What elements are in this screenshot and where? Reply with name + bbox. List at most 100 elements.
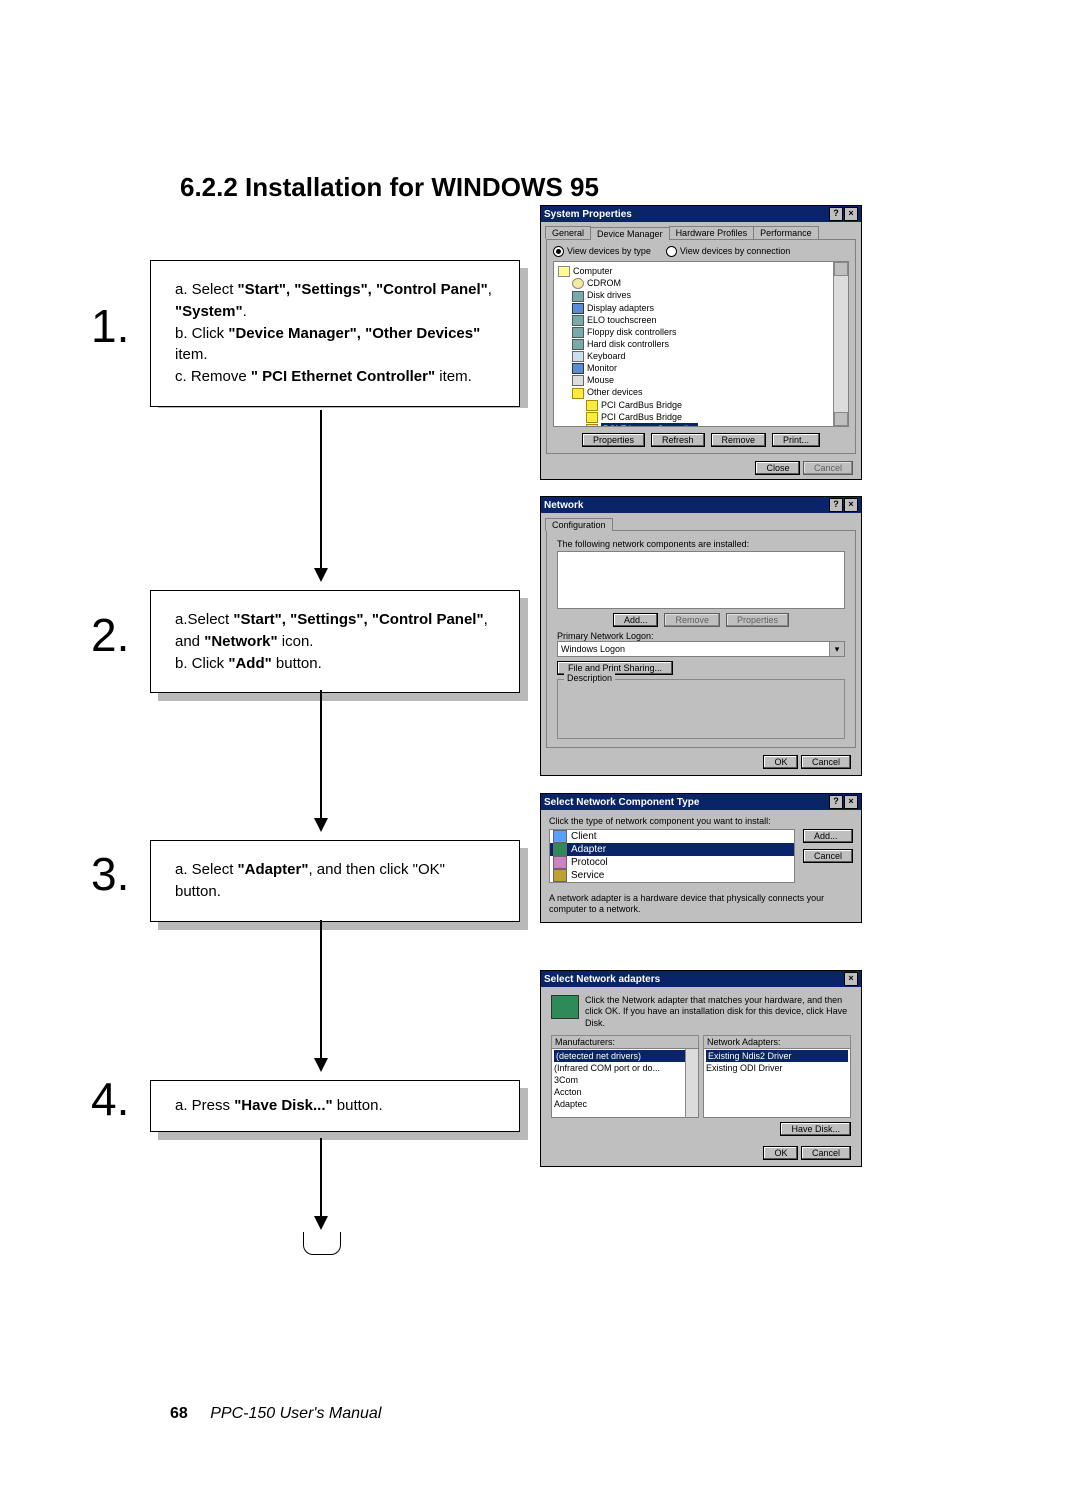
help-icon[interactable]: ? [829,795,843,809]
step-line: b. Click "Add" button. [175,653,495,675]
close-icon[interactable]: × [844,795,858,809]
tree-item-label: Display adapters [587,303,654,313]
tree-item-label: PCI CardBus Bridge [601,400,682,410]
component-type-row[interactable]: Service [550,869,794,882]
window-buttons-network[interactable]: ?× [829,498,858,512]
chevron-down-icon[interactable]: ▾ [829,642,844,656]
tree-item-label: ELO touchscreen [587,315,657,325]
tree-row[interactable]: Keyboard [558,350,844,362]
primary-logon-select[interactable]: Windows Logon ▾ [557,641,845,657]
component-desc: A network adapter is a hardware device t… [549,893,853,916]
tree-item-label: Computer [573,266,613,276]
tree-row[interactable]: PCI CardBus Bridge [558,411,844,423]
network-add-button[interactable]: Add... [613,613,659,627]
tree-row[interactable]: Other devices [558,386,844,398]
close-button[interactable]: Close [755,461,800,475]
titlebar-select-adapter: Select Network adapters × [541,971,861,987]
tabbar-network[interactable]: Configuration [541,513,861,530]
q-icon [572,388,584,399]
tree-scrollbar[interactable] [833,262,848,426]
adapter-row[interactable]: Existing ODI Driver [706,1062,848,1074]
description-label: Description [564,673,615,683]
tab-general[interactable]: General [545,226,591,239]
print-button[interactable]: Print... [772,433,820,447]
component-icon [553,830,567,843]
page-footer: 68 PPC-150 User's Manual [170,1405,381,1423]
tree-row[interactable]: ELO touchscreen [558,314,844,326]
refresh-button[interactable]: Refresh [651,433,705,447]
radio-by-type[interactable] [553,246,564,257]
tree-item-label: Keyboard [587,351,626,361]
adapter-row[interactable]: Existing Ndis2 Driver [706,1050,848,1062]
tree-row[interactable]: Floppy disk controllers [558,326,844,338]
network-ok-button[interactable]: OK [763,755,798,769]
close-icon[interactable]: × [844,498,858,512]
step-line: a.Select "Start", "Settings", "Control P… [175,609,495,653]
radio-by-connection[interactable] [666,246,677,257]
hd-icon [572,327,584,338]
tree-item-label: Other devices [587,387,643,397]
mon-icon [572,303,584,314]
remove-button[interactable]: Remove [711,433,767,447]
tree-row[interactable]: Mouse [558,374,844,386]
titlebar-network: Network ?× [541,497,861,513]
tree-row[interactable]: Hard disk controllers [558,338,844,350]
component-type-row[interactable]: Client [550,830,794,843]
tab-performance[interactable]: Performance [753,226,819,239]
properties-button[interactable]: Properties [582,433,645,447]
network-cancel-button[interactable]: Cancel [801,755,851,769]
step-1-callout: 1. a. Select "Start", "Settings", "Contr… [150,260,520,400]
step-line: a. Select "Start", "Settings", "Control … [175,279,495,323]
manufacturer-row[interactable]: Accton [554,1086,696,1098]
tree-item-label: Mouse [587,375,614,385]
manufacturer-row[interactable]: (detected net drivers) [554,1050,696,1062]
component-label: Service [571,869,604,882]
tabbar-sysprops[interactable]: General Device Manager Hardware Profiles… [541,222,861,239]
tab-configuration[interactable]: Configuration [545,518,613,531]
manu-scrollbar[interactable] [685,1049,698,1117]
kb-icon [572,351,584,362]
window-buttons-adapter[interactable]: × [844,972,858,986]
tree-row[interactable]: CDROM [558,277,844,289]
network-components-list[interactable] [557,551,845,609]
component-type-list[interactable]: ClientAdapterProtocolService [549,829,795,883]
tree-item-label: Hard disk controllers [587,339,669,349]
tree-row[interactable]: Computer [558,265,844,277]
view-mode-radios[interactable]: View devices by type View devices by con… [553,246,849,257]
adapter-intro: Click the Network adapter that matches y… [585,995,851,1029]
tree-row[interactable]: Display adapters [558,302,844,314]
tree-item-label: Monitor [587,363,617,373]
tab-hw-profiles[interactable]: Hardware Profiles [669,226,755,239]
close-icon[interactable]: × [844,207,858,221]
component-add-button[interactable]: Add... [803,829,853,843]
tree-row[interactable]: Disk drives [558,289,844,301]
window-buttons[interactable]: ?× [829,207,858,221]
adapter-cancel-button[interactable]: Cancel [801,1146,851,1160]
component-cancel-button[interactable]: Cancel [803,849,853,863]
component-label: Adapter [571,843,606,856]
component-intro: Click the type of network component you … [549,816,853,826]
help-icon[interactable]: ? [829,207,843,221]
manufacturer-row[interactable]: Adaptec [554,1098,696,1110]
tree-item-label: CDROM [587,278,621,288]
close-icon[interactable]: × [844,972,858,986]
manual-name: PPC-150 User's Manual [210,1405,381,1422]
device-tree[interactable]: Computer CDROMDisk drives Display adapters… [553,261,849,427]
adapters-list[interactable]: Existing Ndis2 DriverExisting ODI Driver [703,1048,851,1118]
tab-device-manager[interactable]: Device Manager [590,227,670,240]
arrow-2-3 [320,690,322,830]
tree-row[interactable]: PCI CardBus Bridge [558,399,844,411]
manufacturers-list[interactable]: (detected net drivers)(Infrared COM port… [551,1048,699,1118]
have-disk-button[interactable]: Have Disk... [780,1122,851,1136]
step-line: c. Remove " PCI Ethernet Controller" ite… [175,366,495,388]
manufacturer-row[interactable]: (Infrared COM port or do... [554,1062,696,1074]
manufacturer-row[interactable]: 3Com [554,1074,696,1086]
help-icon[interactable]: ? [829,498,843,512]
component-type-row[interactable]: Adapter [550,843,794,856]
adapter-ok-button[interactable]: OK [763,1146,798,1160]
window-buttons-comp[interactable]: ?× [829,795,858,809]
tree-row[interactable]: PCI Ethernet Controller [558,423,844,427]
component-type-row[interactable]: Protocol [550,856,794,869]
tree-row[interactable]: Monitor [558,362,844,374]
radio-by-type-label: View devices by type [567,246,651,256]
